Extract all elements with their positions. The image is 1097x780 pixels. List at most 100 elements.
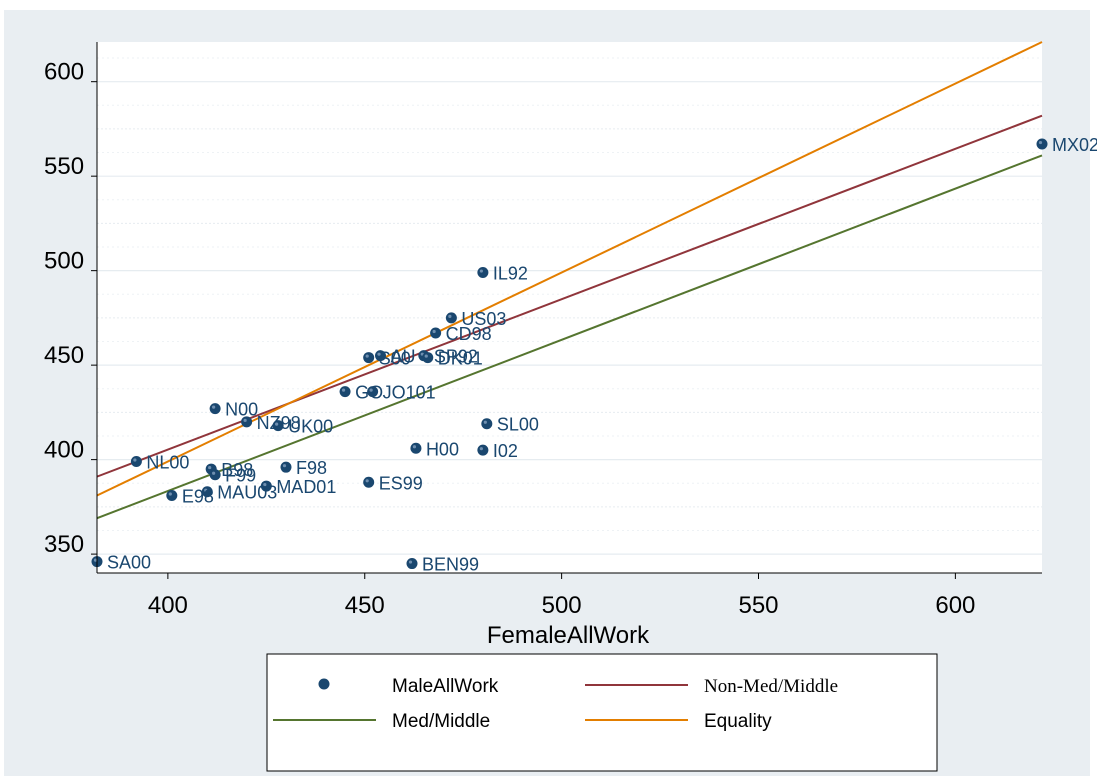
data-point-highlight <box>479 447 483 451</box>
point-label: SA00 <box>107 553 151 573</box>
y-tick-label: 350 <box>44 531 84 558</box>
data-point-highlight <box>243 418 247 422</box>
data-point <box>339 386 351 398</box>
plot-area <box>97 42 1042 573</box>
legend-label: Equality <box>704 711 772 732</box>
data-point <box>363 476 375 488</box>
legend-item-equality: Equality <box>585 711 772 732</box>
data-point-highlight <box>282 464 287 468</box>
point-label: MAU03 <box>217 483 277 503</box>
data-point <box>477 267 489 279</box>
legend-marker-circle <box>318 678 330 690</box>
point-label: SP92 <box>434 347 478 367</box>
data-point-highlight <box>133 458 137 462</box>
data-point-highlight <box>483 420 487 424</box>
legend-label: MaleAllWork <box>392 676 499 697</box>
data-point <box>375 350 386 362</box>
y-tick-label: 500 <box>44 248 84 275</box>
data-points: MX02IL92US03CD98S00AUSP92DK01GOJO101N00N… <box>91 135 1097 575</box>
data-point-highlight <box>204 488 208 492</box>
data-point-highlight <box>479 269 483 273</box>
legend-box <box>266 653 938 772</box>
data-point <box>363 352 375 364</box>
data-point-highlight <box>341 388 346 392</box>
x-tick-label: 450 <box>345 592 385 619</box>
x-tick-label: 500 <box>542 592 582 619</box>
data-point <box>272 420 284 432</box>
data-point-highlight <box>208 465 212 470</box>
data-point <box>130 456 142 468</box>
data-point-highlight <box>424 354 428 358</box>
data-point-highlight <box>168 492 172 496</box>
data-point <box>260 480 272 492</box>
data-point <box>422 352 434 364</box>
legend-item-med-middle: Med/Middle <box>273 711 490 732</box>
tick-labels: 400 450 500 550 600 350 400 450 500 550 600 <box>44 59 975 619</box>
y-tick-label: 550 <box>44 153 84 180</box>
data-point <box>410 442 422 454</box>
axes <box>96 42 1042 574</box>
point-label: JO101 <box>383 383 436 403</box>
x-tick-label: 400 <box>148 592 188 619</box>
data-point-highlight <box>263 482 267 487</box>
data-point <box>209 469 221 481</box>
data-point <box>430 327 442 339</box>
data-point <box>1036 138 1048 150</box>
point-label: H00 <box>426 439 459 459</box>
legend-label: Non-Med/Middle <box>704 676 838 697</box>
legend-item-non-med-middle: Non-Med/Middle <box>585 676 838 697</box>
data-point-highlight <box>432 329 436 334</box>
x-tick-label: 550 <box>738 592 778 619</box>
data-point-highlight <box>369 388 373 392</box>
data-point <box>481 418 493 430</box>
line-non-med-middle <box>96 114 1043 478</box>
data-point <box>367 386 379 398</box>
data-point <box>445 312 457 324</box>
data-point <box>241 416 253 428</box>
point-label: CD98 <box>446 324 492 344</box>
line-equality <box>96 41 1043 497</box>
data-point <box>406 558 418 570</box>
line-med-middle <box>96 154 1043 520</box>
y-tick-label: 600 <box>44 59 84 86</box>
data-point-highlight <box>412 445 417 449</box>
data-point-highlight <box>275 422 279 426</box>
x-axis-title: FemaleAllWork <box>487 622 650 649</box>
data-point-highlight <box>212 405 216 409</box>
point-label: AU <box>391 347 416 367</box>
fit-lines <box>96 41 1043 520</box>
data-point-highlight <box>212 471 216 475</box>
point-label: SL00 <box>497 415 539 435</box>
point-label: ES99 <box>379 473 423 493</box>
point-label: MX02 <box>1052 135 1097 155</box>
point-label: E98 <box>182 487 214 507</box>
point-label: N00 <box>225 400 258 420</box>
data-point-highlight <box>93 558 98 562</box>
point-label: US03 <box>461 309 506 329</box>
point-label: UK00 <box>288 417 333 437</box>
data-point-highlight <box>1038 140 1043 145</box>
data-point <box>166 490 178 502</box>
x-tick-label: 600 <box>935 592 975 619</box>
data-point-highlight <box>377 352 381 356</box>
data-point <box>201 486 213 498</box>
point-label: F98 <box>296 458 327 478</box>
data-point <box>477 444 489 456</box>
data-point-highlight <box>365 354 369 358</box>
data-point-highlight <box>448 314 452 318</box>
point-label: B98 <box>221 460 253 480</box>
data-point-highlight <box>365 479 369 483</box>
y-tick-label: 400 <box>44 437 84 464</box>
data-point <box>209 403 221 415</box>
legend: MaleAllWork Non-Med/Middle Med/Middle Eq… <box>266 653 938 772</box>
point-label: S00 <box>379 349 411 369</box>
data-point-highlight <box>408 560 413 564</box>
point-label: BEN99 <box>422 555 479 575</box>
point-label: MAD01 <box>276 477 336 497</box>
point-label: NL00 <box>146 453 189 473</box>
data-point <box>280 461 292 473</box>
point-label: IL92 <box>493 264 528 284</box>
point-label: DK01 <box>438 349 483 369</box>
